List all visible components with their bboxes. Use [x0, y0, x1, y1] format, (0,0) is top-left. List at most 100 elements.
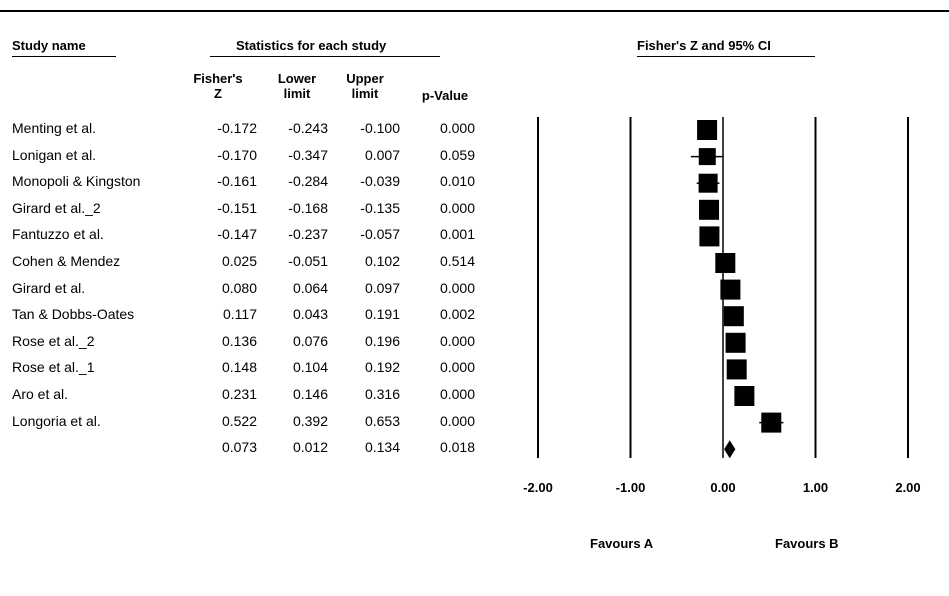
favours-b-label: Favours B [775, 536, 839, 551]
study-name-header: Study name [12, 38, 86, 53]
effect-marker [761, 412, 782, 433]
cell-z: 0.136 [221, 332, 257, 349]
effect-marker [698, 173, 718, 193]
plot-header: Fisher's Z and 95% CI [637, 38, 771, 53]
col-header-lower-line1: Lower [277, 71, 317, 86]
cell-upper: 0.191 [364, 306, 400, 323]
cell-upper: 0.316 [364, 386, 400, 402]
effect-marker [697, 120, 718, 140]
col-header-fishers-z: Fisher's Z [178, 71, 258, 101]
study-name: Rose et al._2 [12, 332, 95, 349]
col-header-fishers-z-line1: Fisher's [193, 71, 243, 86]
study-name: Rose et al._1 [12, 359, 95, 376]
study-name: Girard et al. [12, 279, 86, 296]
study-name-underline [12, 56, 116, 57]
cell-p: 0.000 [439, 199, 475, 216]
summary-upper: 0.134 [364, 439, 400, 456]
study-name: Lonigan et al. [12, 146, 97, 163]
cell-z: -0.170 [217, 146, 257, 163]
col-header-upper-limit: Upper limit [330, 71, 400, 101]
cell-p: 0.000 [439, 120, 475, 136]
top-rule [0, 10, 949, 12]
study-name: Menting et al. [12, 120, 97, 136]
cell-p: 0.000 [439, 386, 475, 402]
study-name: Fantuzzo et al. [12, 226, 104, 243]
cell-p: 0.059 [439, 146, 475, 163]
cell-upper: -0.135 [360, 199, 400, 216]
col-header-fishers-z-line2: Z [214, 86, 222, 101]
statistics-header: Statistics for each study [236, 38, 387, 53]
cell-p: 0.000 [439, 359, 475, 376]
cell-lower: -0.284 [288, 173, 328, 190]
cell-lower: -0.051 [288, 253, 328, 269]
cell-z: 0.231 [221, 386, 257, 402]
effect-marker [734, 386, 755, 406]
study-name: Cohen & Mendez [12, 253, 121, 269]
col-header-p-value: p-Value [405, 88, 485, 103]
col-header-lower-line2: limit [283, 86, 311, 101]
x-tick-label: 1.00 [802, 480, 829, 495]
cell-lower: -0.168 [288, 199, 328, 216]
cell-z: -0.151 [217, 199, 257, 216]
cell-z: -0.147 [217, 226, 257, 243]
cell-p: 0.000 [439, 332, 475, 349]
col-header-p-value-label: p-Value [421, 88, 469, 103]
x-tick-label: -1.00 [615, 480, 646, 495]
cell-lower: -0.237 [288, 226, 328, 243]
cell-z: -0.172 [217, 120, 257, 136]
col-header-upper-line1: Upper [346, 71, 384, 86]
cell-p: 0.002 [439, 306, 475, 323]
cell-lower: -0.347 [288, 146, 328, 163]
cell-upper: 0.196 [364, 332, 400, 349]
favours-a-label: Favours A [590, 536, 654, 551]
effect-marker [715, 253, 736, 273]
cell-z: 0.522 [221, 412, 257, 429]
cell-lower: 0.064 [292, 279, 328, 296]
effect-marker [726, 359, 747, 380]
effect-marker [720, 279, 741, 300]
cell-lower: 0.043 [292, 306, 328, 323]
summary-diamond [724, 440, 736, 459]
summary-z: 0.073 [221, 439, 257, 456]
cell-lower: 0.104 [292, 359, 328, 376]
effect-marker [698, 148, 716, 166]
cell-lower: 0.146 [292, 386, 328, 402]
col-header-lower-limit: Lower limit [262, 71, 332, 101]
study-name: Girard et al._2 [12, 199, 101, 216]
cell-lower: 0.392 [292, 412, 328, 429]
x-tick-label: -2.00 [523, 480, 553, 495]
cell-upper: -0.057 [360, 226, 400, 243]
effect-marker [699, 226, 720, 247]
effect-marker [725, 332, 746, 353]
cell-z: 0.025 [221, 253, 257, 269]
cell-upper: 0.097 [364, 279, 400, 296]
cell-upper: 0.007 [364, 146, 400, 163]
cell-p: 0.010 [439, 173, 475, 190]
effect-marker [699, 199, 720, 220]
cell-p: 0.514 [439, 253, 475, 269]
cell-z: 0.117 [223, 306, 257, 323]
study-name: Monopoli & Kingston [12, 173, 141, 190]
x-tick-label: 0.00 [710, 480, 736, 495]
cell-p: 0.000 [439, 279, 475, 296]
cell-upper: -0.039 [360, 173, 400, 190]
cell-upper: 0.102 [364, 253, 400, 269]
summary-p: 0.018 [439, 439, 475, 456]
cell-upper: 0.192 [364, 359, 400, 376]
cell-upper: 0.653 [364, 412, 400, 429]
cell-z: 0.080 [221, 279, 257, 296]
col-header-upper-line2: limit [351, 86, 379, 101]
x-tick-label: 2.00 [895, 480, 921, 495]
statistics-underline [210, 56, 440, 57]
study-name: Aro et al. [12, 386, 69, 402]
cell-z: 0.148 [221, 359, 257, 376]
cell-z: -0.161 [217, 173, 257, 190]
cell-p: 0.001 [439, 226, 475, 243]
plot-underline [637, 56, 815, 57]
cell-upper: -0.100 [360, 120, 400, 136]
cell-p: 0.000 [439, 412, 475, 429]
effect-marker [723, 306, 744, 327]
cell-lower: -0.243 [288, 120, 328, 136]
study-name: Tan & Dobbs-Oates [12, 306, 135, 323]
